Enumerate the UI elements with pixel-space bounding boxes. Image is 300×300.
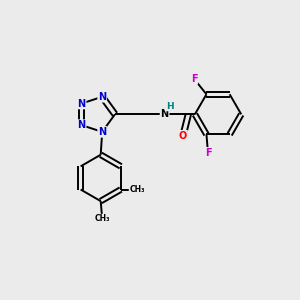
Text: F: F <box>191 74 197 84</box>
Text: CH₃: CH₃ <box>94 214 110 224</box>
Text: N: N <box>77 120 86 130</box>
Text: N: N <box>98 127 106 137</box>
Text: H: H <box>166 101 174 110</box>
Text: H: H <box>161 110 168 119</box>
Text: N: N <box>160 109 169 119</box>
Text: O: O <box>179 131 187 141</box>
Text: N: N <box>98 92 106 102</box>
Text: N: N <box>77 98 86 109</box>
Text: F: F <box>205 148 211 158</box>
Text: CH₃: CH₃ <box>129 185 145 194</box>
